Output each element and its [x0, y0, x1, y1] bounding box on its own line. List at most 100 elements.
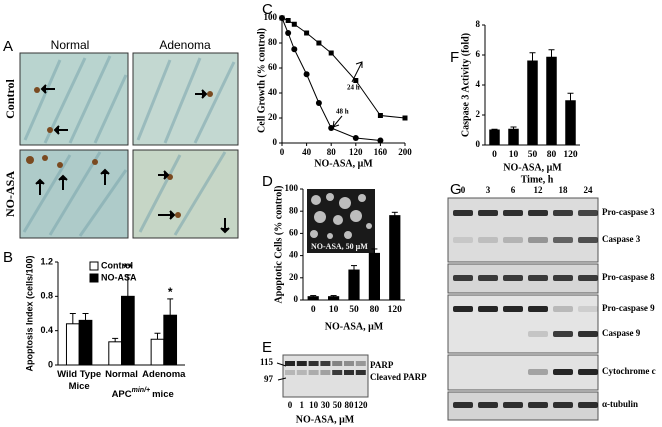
size-marker: 115 [260, 357, 274, 367]
line [281, 17, 381, 141]
y-axis-label: Apoptosis Index (cells/100) [24, 255, 34, 371]
error-bar [491, 128, 498, 130]
lane-label: 120 [354, 400, 368, 410]
bar [65, 323, 80, 366]
band [578, 369, 598, 375]
marker [328, 50, 334, 56]
blot-box [447, 354, 599, 391]
significance-mark: * [168, 285, 173, 299]
arrows [35, 84, 230, 234]
band [528, 331, 548, 337]
y-tick-label: 4 [476, 79, 481, 89]
error-bar [154, 332, 161, 340]
band [478, 237, 498, 243]
band [332, 361, 343, 366]
category-label-box: Adenoma [142, 369, 185, 380]
lane-label: 1 [300, 400, 305, 410]
category-label-box: Wild Type Mice [57, 369, 101, 392]
y-tick-label: 0 [273, 137, 278, 147]
series-label: 48 h [336, 108, 349, 116]
marker [316, 40, 322, 46]
panel-label: E [262, 339, 272, 356]
band [503, 306, 523, 312]
band [528, 210, 548, 216]
band [453, 210, 473, 216]
bar [489, 129, 500, 146]
y-tick-label: 100 [264, 12, 278, 22]
band [578, 237, 598, 243]
y-tick-label: 100 [285, 183, 299, 193]
band [296, 361, 307, 366]
legend-label: NO-ASA [101, 272, 137, 282]
band [553, 331, 573, 337]
lane-label: 0 [288, 400, 293, 410]
band [553, 237, 573, 243]
band [578, 275, 598, 281]
category-label-box: 0 [492, 150, 497, 160]
bar [368, 252, 380, 301]
band [453, 275, 473, 281]
y-axis-label: Apoptotic Cells (% control) [273, 186, 284, 304]
y-tick-label: 20 [289, 272, 299, 282]
x-tick-label: 0 [492, 150, 497, 160]
category-label-box: 50 [527, 150, 538, 160]
inset-label: NO-ASA, 50 μM [311, 242, 368, 251]
marker [285, 30, 292, 36]
y-tick-label: 1.2 [40, 256, 53, 266]
x-tick-label: 40 [302, 147, 312, 157]
panel-label: A [3, 38, 13, 55]
x-tick-label: 120 [563, 150, 578, 160]
x-tick-label: 80 [369, 305, 380, 315]
band [503, 237, 523, 243]
bar [150, 338, 165, 366]
x-axis-label: NO-ASA, μM [314, 158, 373, 169]
group-label-suffix: mice [152, 389, 174, 400]
column-header: Normal [51, 38, 90, 52]
y-axis-label: Cell Growth (% control) [256, 28, 267, 133]
y-tick-label: 40 [289, 250, 299, 260]
panel-label: C [262, 1, 273, 18]
band [453, 306, 473, 312]
marker-arrow [276, 362, 287, 381]
lane-label: 80 [345, 400, 355, 410]
band [285, 361, 295, 366]
y-tick-label: 0 [294, 294, 299, 304]
x-tick-label: 50 [527, 150, 538, 160]
bar [508, 128, 519, 146]
lane-label: 12 [534, 185, 544, 195]
panel-label: G [450, 181, 462, 198]
category-label-box: 10 [509, 150, 519, 160]
marker [304, 30, 310, 36]
marker [279, 15, 285, 21]
error-bar [69, 313, 76, 324]
band [344, 361, 354, 366]
band [355, 361, 366, 366]
y-tick-label: 8 [476, 19, 481, 29]
y-tick-label: 80 [289, 205, 299, 215]
band [528, 402, 548, 408]
band [553, 275, 573, 281]
lane-label: 6 [511, 185, 516, 195]
bar [348, 269, 360, 301]
blot-box [447, 294, 599, 354]
bar [527, 60, 538, 146]
legend-label: Control [101, 260, 133, 270]
band [578, 331, 598, 337]
lane-label: 10 [309, 400, 319, 410]
marker [303, 71, 310, 78]
x-axis-label: NO-ASA, μM [325, 321, 384, 332]
legend-swatch [89, 261, 99, 271]
bar [121, 295, 135, 366]
band-label: PARP [370, 360, 394, 370]
y-tick-label: 0.8 [40, 291, 53, 301]
group-label-superscript: min/+ [132, 387, 150, 394]
band [503, 275, 523, 281]
x-tick-label: 200 [398, 147, 412, 157]
band [296, 370, 307, 375]
marker [377, 113, 383, 118]
marker [315, 100, 322, 106]
band [553, 369, 573, 375]
category-label-box: 10 [329, 305, 339, 315]
